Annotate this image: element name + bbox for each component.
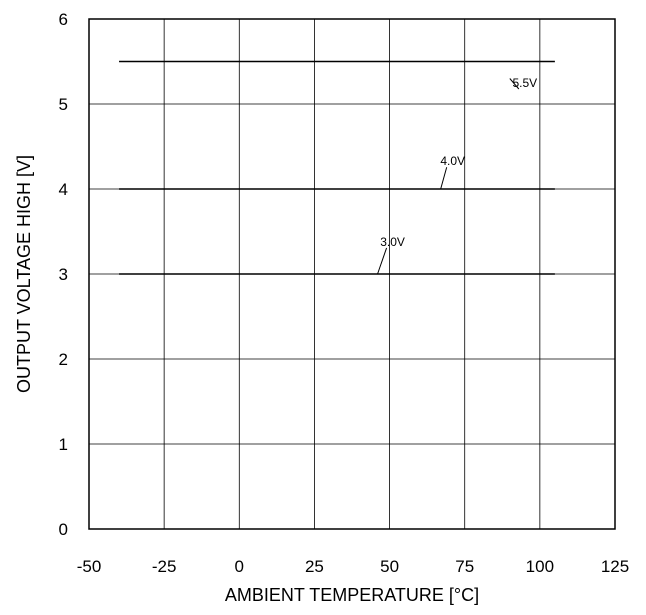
x-tick-label: 75 [455,557,474,576]
series-lines: 5.5V 4.0V 3.0V [119,60,555,275]
y-tick-label: 0 [59,520,68,539]
x-tick-label: 100 [526,557,554,576]
x-axis-title: AMBIENT TEMPERATURE [°C] [225,585,479,605]
x-tick-labels: -50 -25 0 25 50 75 100 125 [77,557,629,576]
series-leader-line [509,78,520,90]
x-tick-label: 50 [380,557,399,576]
x-tick-label: -50 [77,557,102,576]
y-tick-label: 3 [59,265,68,284]
y-tick-label: 6 [59,10,68,29]
plot-frame [88,18,616,530]
y-tick-labels: 0 1 2 3 4 5 6 [59,10,68,539]
x-tick-label: 0 [235,557,244,576]
series-label: 3.0V [380,235,405,249]
y-tick-label: 1 [59,435,68,454]
series-label: 4.0V [440,154,465,168]
x-tick-label: -25 [152,557,177,576]
y-tick-label: 2 [59,350,68,369]
series-leader-line [377,247,388,275]
y-tick-label: 4 [59,180,68,199]
x-tick-label: 25 [305,557,324,576]
y-tick-label: 5 [59,95,68,114]
series-label: 5.5V [512,76,537,90]
y-axis-title: OUTPUT VOLTAGE HIGH [V] [14,155,34,393]
x-tick-label: 125 [601,557,629,576]
series-leader-line [440,167,448,190]
